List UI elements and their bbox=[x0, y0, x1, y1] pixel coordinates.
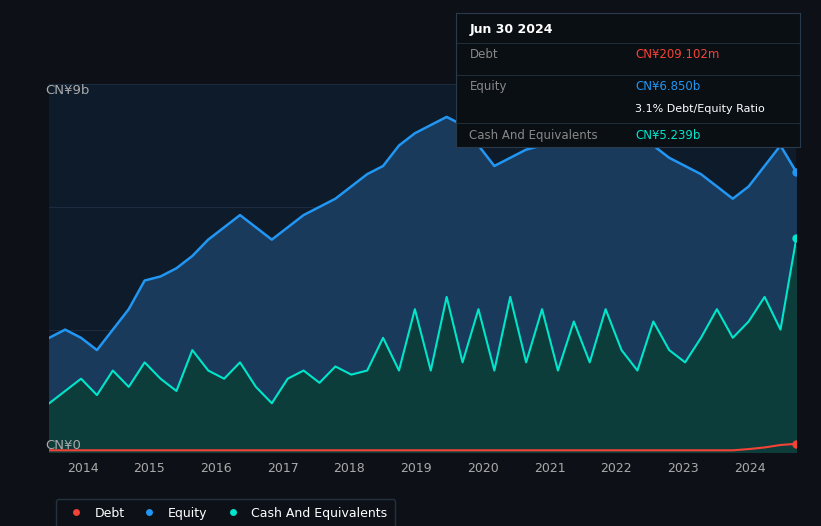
Text: CN¥209.102m: CN¥209.102m bbox=[635, 48, 719, 61]
Text: Jun 30 2024: Jun 30 2024 bbox=[470, 23, 553, 36]
Text: Equity: Equity bbox=[470, 80, 507, 93]
Text: CN¥5.239b: CN¥5.239b bbox=[635, 128, 700, 141]
Text: CN¥0: CN¥0 bbox=[45, 439, 81, 452]
Text: CN¥6.850b: CN¥6.850b bbox=[635, 80, 700, 93]
Text: CN¥9b: CN¥9b bbox=[45, 84, 89, 97]
Legend: Debt, Equity, Cash And Equivalents: Debt, Equity, Cash And Equivalents bbox=[56, 499, 395, 526]
Text: 3.1% Debt/Equity Ratio: 3.1% Debt/Equity Ratio bbox=[635, 104, 764, 114]
Text: Debt: Debt bbox=[470, 48, 498, 61]
Text: Cash And Equivalents: Cash And Equivalents bbox=[470, 128, 598, 141]
